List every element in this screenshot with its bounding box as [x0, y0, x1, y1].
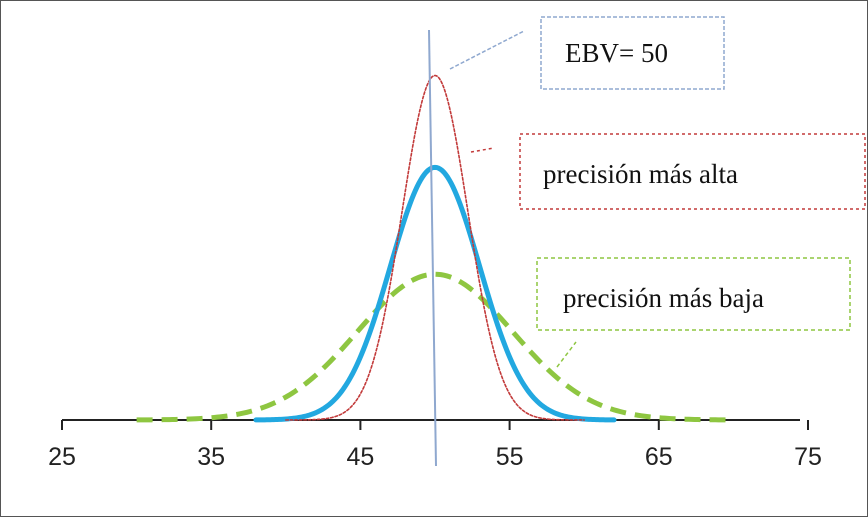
x-tick-label-45: 45 [346, 443, 374, 471]
low-precision-label: precisión más baja [563, 283, 764, 313]
curve-dotted [284, 74, 586, 421]
x-tick-label-55: 55 [496, 443, 524, 471]
high-precision-label: precisión más alta [543, 159, 738, 189]
x-tick-label-65: 65 [645, 443, 673, 471]
x-tick-label-35: 35 [197, 443, 225, 471]
ebv-callout-box [540, 16, 725, 90]
ebv-reference-line [428, 29, 437, 467]
ebv-callout-text: EBV= 50 [565, 38, 668, 68]
x-tick-label-25: 25 [48, 443, 76, 471]
low-precision-callout: precisión más baja [536, 257, 851, 368]
ebv-callout: EBV= 50 [449, 16, 725, 90]
x-axis-ticks: 25 35 45 55 65 75 [48, 420, 822, 471]
low-precision-connector [556, 341, 577, 368]
curve-solid [253, 164, 617, 423]
high-precision-callout: precisión más alta [470, 133, 866, 210]
low-precision-box [536, 257, 851, 331]
ebv-callout-connector [449, 30, 525, 70]
x-tick-label-75: 75 [794, 443, 822, 471]
high-precision-connector [470, 147, 495, 153]
high-precision-box [519, 133, 866, 210]
distribution-curves [136, 74, 734, 423]
